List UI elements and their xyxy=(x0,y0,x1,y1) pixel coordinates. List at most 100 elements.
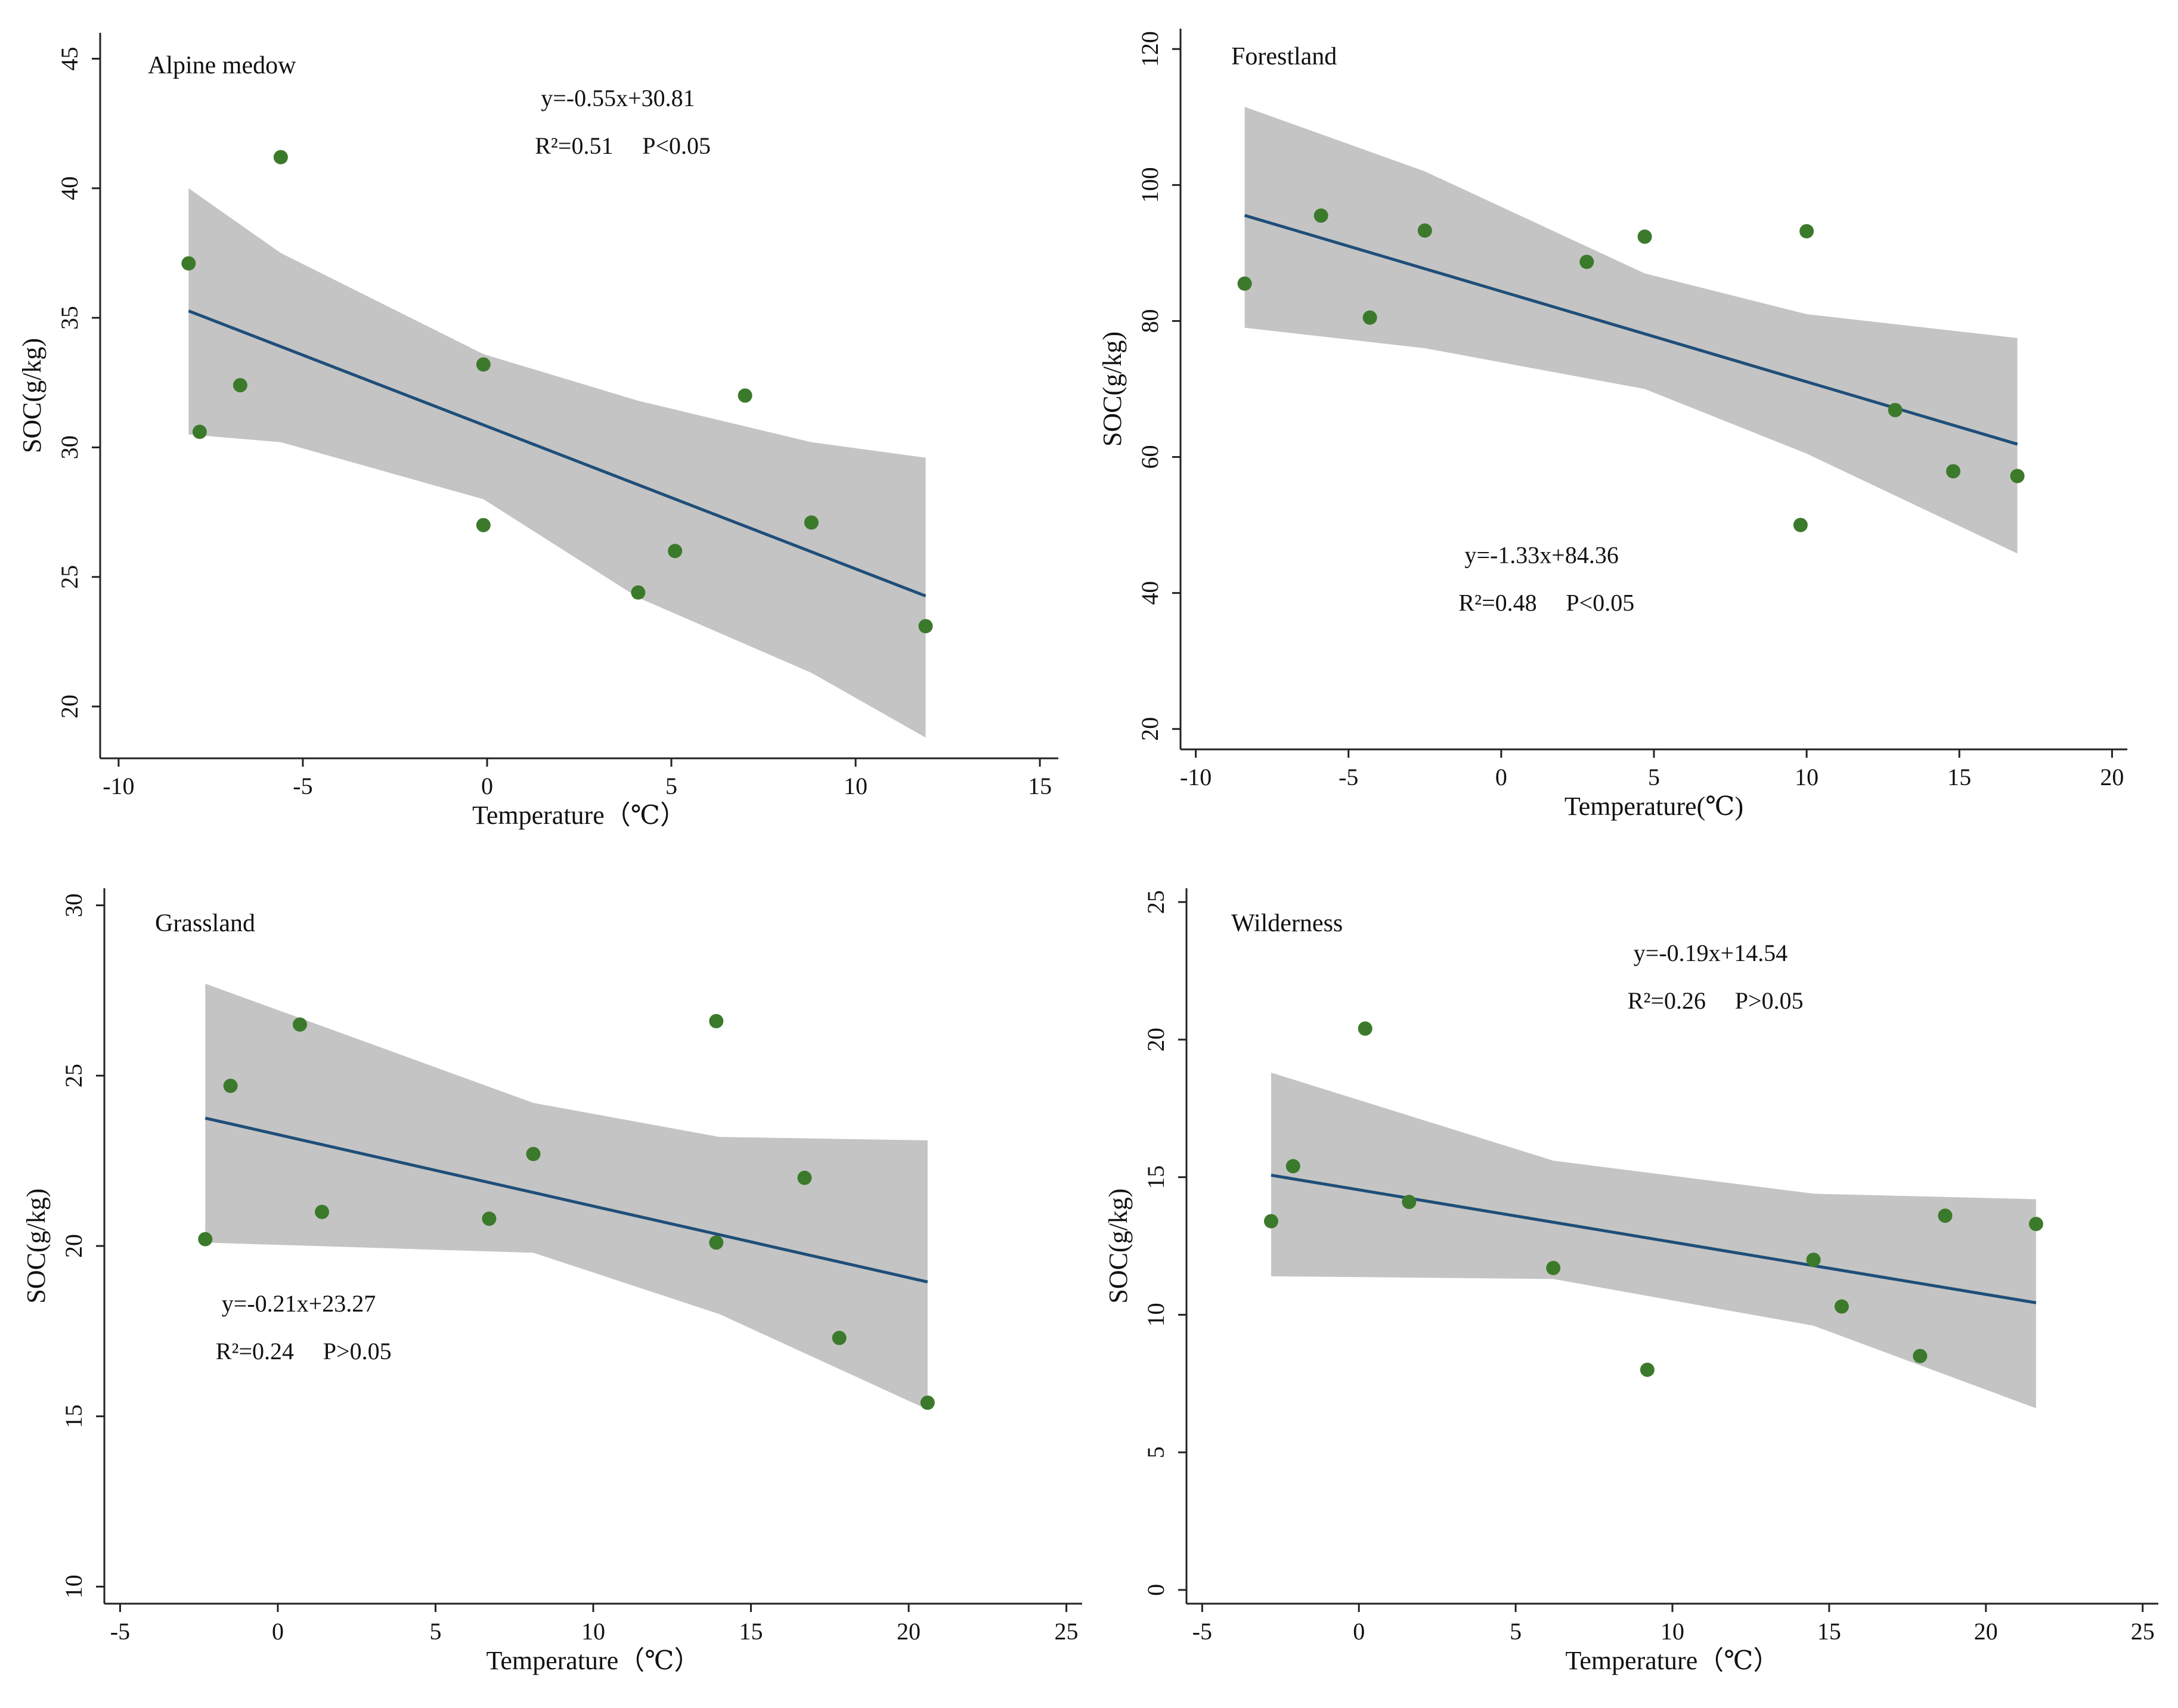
x-tick-label: 20 xyxy=(2100,764,2124,791)
y-tick-label: 20 xyxy=(60,1234,87,1258)
p-value-label: P>0.05 xyxy=(1735,987,1804,1014)
x-tick-label: 15 xyxy=(1817,1618,1841,1645)
chart-panel-0: -10 -5 0 5 10 15 20 25 30 35 40 45 Temperature（℃） SOC… xyxy=(17,33,1058,830)
x-tick-label: -5 xyxy=(1339,764,1358,791)
data-point xyxy=(1793,517,1808,532)
data-point xyxy=(668,544,683,559)
x-tick-label: 15 xyxy=(1947,764,1971,791)
chart-panel-2: -5 0 5 10 15 20 25 10 15 20 25 30 Temperature（℃） SOC(… xyxy=(21,888,1082,1675)
y-tick-label: 80 xyxy=(1136,309,1163,333)
p-value-label: P<0.05 xyxy=(1566,589,1634,616)
x-tick-label: -5 xyxy=(110,1618,130,1645)
data-point xyxy=(476,357,491,372)
chart-panel-3: -5 0 5 10 15 20 25 0 5 10 15 20 25 Temperature（℃） SOC(… xyxy=(1104,888,2158,1675)
y-axis-title: SOC(g/kg) xyxy=(17,338,47,453)
x-tick-label: 15 xyxy=(1028,773,1052,799)
data-point xyxy=(1799,224,1814,238)
panel-title: Forestland xyxy=(1231,43,1337,70)
y-tick-label: 30 xyxy=(56,435,83,459)
data-point xyxy=(1263,1214,1278,1229)
data-point xyxy=(2010,469,2025,483)
y-tick-label: 45 xyxy=(56,47,83,70)
data-point xyxy=(1417,223,1432,238)
x-axis-title: Temperature（℃） xyxy=(487,1646,701,1675)
y-tick-label: 25 xyxy=(1142,890,1169,914)
data-point xyxy=(1358,1021,1373,1036)
y-tick-label: 15 xyxy=(1142,1165,1169,1189)
r-squared-label: R²=0.24 xyxy=(216,1338,294,1365)
r-squared-label: R²=0.26 xyxy=(1628,987,1706,1014)
y-tick-label: 60 xyxy=(1136,445,1163,469)
data-point xyxy=(181,256,196,271)
x-tick-label: 20 xyxy=(897,1618,921,1645)
data-point xyxy=(1834,1299,1849,1314)
x-tick-label: -10 xyxy=(103,773,134,799)
regression-equation: y=-0.19x+14.54 xyxy=(1634,940,1787,966)
x-tick-label: 5 xyxy=(1648,764,1660,791)
data-point xyxy=(1313,208,1328,223)
r-squared-label: R²=0.51 xyxy=(535,132,613,159)
y-axis-title: SOC(g/kg) xyxy=(21,1188,51,1303)
data-point xyxy=(192,424,207,439)
data-point xyxy=(1913,1349,1928,1363)
y-tick-label: 25 xyxy=(56,565,83,589)
y-tick-label: 40 xyxy=(56,176,83,200)
data-point xyxy=(223,1078,238,1093)
x-tick-label: 10 xyxy=(1795,764,1818,791)
data-point xyxy=(198,1232,213,1247)
x-tick-label: 0 xyxy=(272,1618,284,1645)
data-point xyxy=(1237,276,1252,291)
y-axis-title: SOC(g/kg) xyxy=(1098,331,1127,447)
data-point xyxy=(1640,1362,1655,1377)
x-tick-label: 15 xyxy=(739,1618,763,1645)
x-tick-label: -10 xyxy=(1180,764,1212,791)
data-point xyxy=(1579,255,1594,269)
x-tick-label: 10 xyxy=(1660,1618,1684,1645)
x-tick-label: 0 xyxy=(481,773,493,799)
regression-equation: y=-1.33x+84.36 xyxy=(1464,541,1618,568)
y-axis-title: SOC(g/kg) xyxy=(1104,1188,1133,1303)
data-point xyxy=(273,150,288,165)
confidence-band xyxy=(205,984,928,1410)
data-point xyxy=(1546,1260,1561,1275)
data-point xyxy=(1938,1208,1953,1223)
data-point xyxy=(631,585,646,600)
data-point xyxy=(293,1017,307,1032)
panel-title: Grassland xyxy=(155,910,255,937)
data-point xyxy=(1362,310,1377,325)
regression-line xyxy=(1244,213,2018,446)
x-tick-label: 20 xyxy=(1974,1618,1998,1645)
x-tick-label: 25 xyxy=(2131,1618,2155,1645)
y-tick-label: 25 xyxy=(60,1064,87,1087)
y-tick-label: 20 xyxy=(1136,717,1163,741)
data-point xyxy=(1888,402,1903,417)
x-tick-label: 5 xyxy=(665,773,677,799)
data-point xyxy=(920,1395,935,1410)
y-tick-label: 10 xyxy=(60,1574,87,1598)
y-tick-label: 40 xyxy=(1136,581,1163,605)
y-tick-label: 20 xyxy=(56,695,83,718)
x-axis-title: Temperature(℃) xyxy=(1564,792,1743,821)
data-point xyxy=(738,388,752,403)
data-point xyxy=(832,1331,847,1346)
r-squared-label: R²=0.48 xyxy=(1458,589,1536,616)
regression-line xyxy=(188,309,927,598)
x-tick-label: 10 xyxy=(581,1618,605,1645)
y-tick-label: 0 xyxy=(1142,1584,1169,1596)
y-tick-label: 100 xyxy=(1136,167,1163,203)
regression-line xyxy=(205,1117,928,1284)
x-axis-title: Temperature（℃） xyxy=(1566,1646,1780,1675)
x-tick-label: 0 xyxy=(1495,764,1507,791)
x-tick-label: 5 xyxy=(1510,1618,1522,1645)
data-point xyxy=(709,1013,724,1028)
data-point xyxy=(2028,1217,2043,1232)
data-point xyxy=(526,1146,541,1161)
y-tick-label: 20 xyxy=(1142,1028,1169,1052)
data-point xyxy=(918,619,933,634)
confidence-band xyxy=(188,188,926,738)
p-value-label: P<0.05 xyxy=(642,132,711,159)
data-point xyxy=(1806,1253,1821,1267)
y-tick-label: 30 xyxy=(60,894,87,917)
data-point xyxy=(476,517,491,532)
data-point xyxy=(709,1235,724,1250)
